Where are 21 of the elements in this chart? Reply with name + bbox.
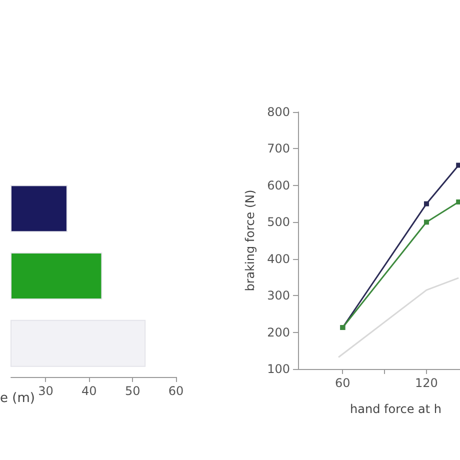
x-tick-label: 120 [415, 376, 438, 390]
y-tick-label: 200 [267, 325, 290, 340]
x-axis-title: hand force at h [350, 402, 442, 416]
x-axis-title: e (m) [0, 391, 35, 406]
point [424, 201, 429, 206]
x-tick-label: 50 [124, 384, 140, 398]
y-axis-title: braking force (N) [243, 190, 258, 292]
y-tick-label: 700 [267, 142, 290, 156]
point [424, 220, 429, 225]
point [456, 162, 460, 168]
point [456, 199, 460, 204]
y-tick-label: 100 [267, 362, 290, 376]
x-tick-label: 60 [335, 376, 350, 390]
y-tick-label: 600 [267, 178, 290, 192]
y-tick-label: 300 [267, 288, 290, 303]
x-tick-label: 60 [168, 384, 184, 398]
y-tick-label: 400 [267, 252, 290, 266]
y-tick-label: 500 [267, 215, 290, 230]
y-tick-label: 800 [267, 105, 290, 119]
x-tick-label: 40 [82, 384, 97, 398]
x-tick-label: 30 [38, 384, 54, 398]
